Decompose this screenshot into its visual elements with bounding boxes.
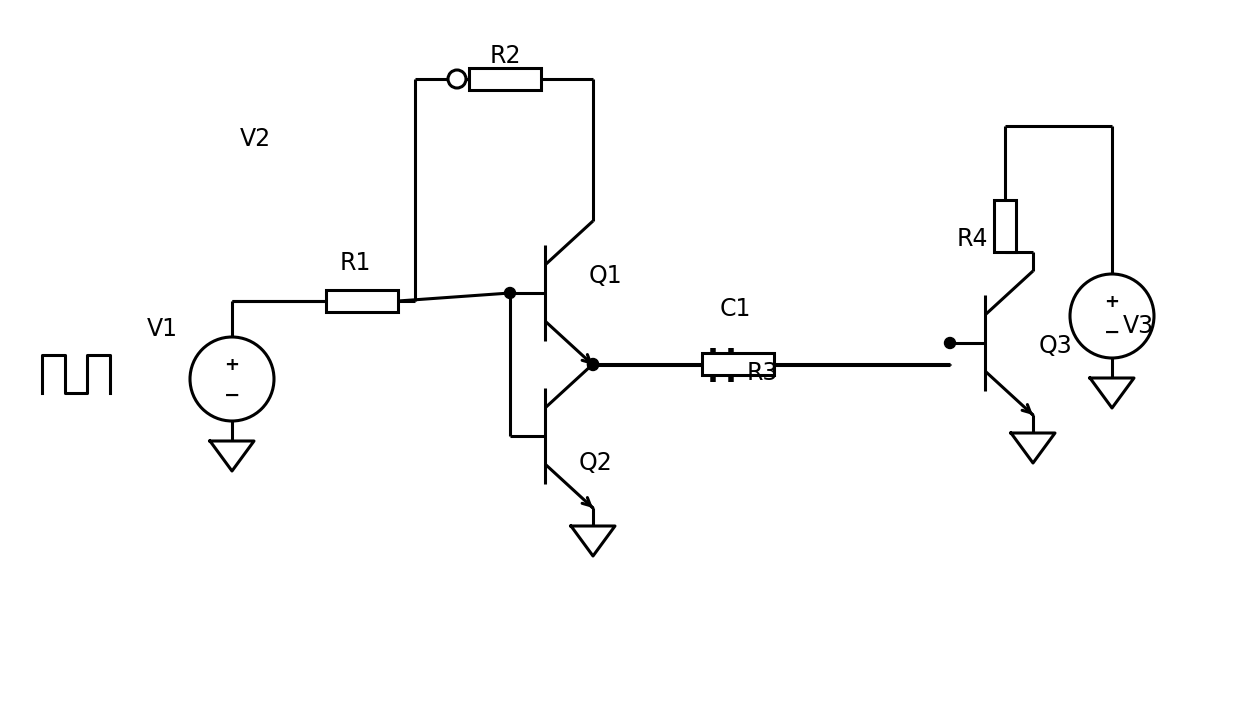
Circle shape	[448, 70, 466, 88]
Text: −: −	[223, 386, 241, 404]
Text: V1: V1	[146, 317, 177, 341]
Text: +: +	[224, 356, 239, 374]
Bar	[702, 353, 774, 375]
Text: R1: R1	[340, 251, 371, 275]
Bar	[994, 200, 1016, 252]
Text: +: +	[1105, 293, 1120, 311]
Text: V2: V2	[239, 127, 270, 151]
Circle shape	[588, 360, 599, 371]
Text: C1: C1	[719, 297, 750, 321]
Text: R2: R2	[490, 44, 521, 68]
Circle shape	[505, 287, 516, 299]
Circle shape	[945, 337, 956, 348]
Circle shape	[190, 337, 274, 421]
Text: Q3: Q3	[1038, 334, 1071, 358]
Text: V3: V3	[1122, 314, 1153, 338]
Circle shape	[1070, 274, 1154, 358]
Circle shape	[588, 358, 599, 369]
Text: R3: R3	[746, 361, 777, 385]
Bar	[469, 68, 541, 90]
Bar	[326, 290, 398, 312]
Text: Q2: Q2	[578, 451, 611, 475]
Text: R4: R4	[956, 227, 988, 251]
Text: Q1: Q1	[588, 264, 621, 288]
Text: −: −	[1104, 322, 1120, 341]
